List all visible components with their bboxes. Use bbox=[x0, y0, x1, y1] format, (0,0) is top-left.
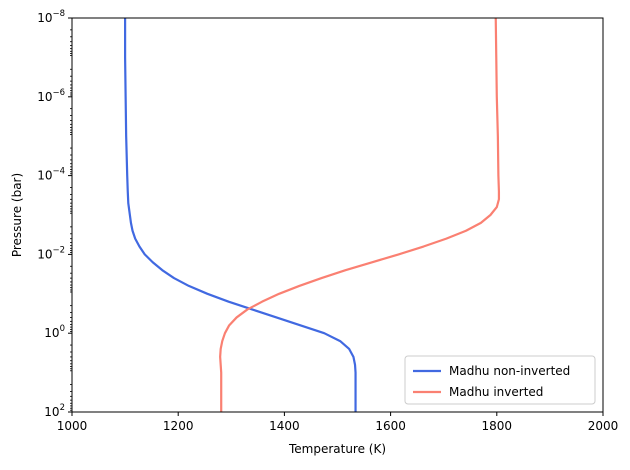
x-tick-label: 2000 bbox=[588, 419, 619, 433]
x-tick-label: 1200 bbox=[163, 419, 194, 433]
series-layer bbox=[124, 18, 501, 412]
y-tick-exponent: 2 bbox=[60, 403, 65, 413]
y-tick-exponent: −8 bbox=[52, 9, 65, 19]
y-tick-exponent: −4 bbox=[52, 167, 65, 177]
y-tick-base: 10 bbox=[37, 90, 52, 104]
x-tick-label: 1000 bbox=[57, 419, 88, 433]
y-tick-base: 10 bbox=[37, 169, 52, 183]
y-tick-label: 10−2 bbox=[37, 245, 65, 261]
y-tick-label: 10−8 bbox=[37, 9, 65, 25]
legend-box bbox=[404, 355, 596, 405]
legend-label: Madhu non-inverted bbox=[449, 364, 570, 378]
y-tick-exponent: −2 bbox=[52, 245, 65, 255]
y-tick-base: 10 bbox=[37, 11, 52, 25]
series-line-1 bbox=[124, 18, 357, 412]
x-tick-label: 1800 bbox=[482, 419, 513, 433]
y-tick-base: 10 bbox=[37, 247, 52, 261]
y-tick-label: 100 bbox=[44, 324, 65, 340]
y-tick-label: 10−4 bbox=[37, 167, 65, 183]
y-tick-exponent: 0 bbox=[60, 324, 65, 334]
legend: Madhu non-inverted Madhu inverted bbox=[404, 355, 596, 405]
series-line-2 bbox=[219, 18, 501, 412]
y-axis-label: Pressure (bar) bbox=[10, 173, 24, 257]
y-tick-base: 10 bbox=[44, 326, 59, 340]
axes-frame bbox=[71, 17, 604, 413]
x-axis: 1000 1200 1400 1600 1800 2000 bbox=[57, 412, 619, 433]
legend-label: Madhu inverted bbox=[449, 385, 543, 399]
x-tick-label: 1400 bbox=[269, 419, 300, 433]
x-axis-label: Temperature (K) bbox=[288, 442, 386, 456]
y-tick-base: 10 bbox=[44, 405, 59, 419]
y-tick-label: 102 bbox=[44, 403, 65, 419]
y-tick-exponent: −6 bbox=[52, 88, 65, 98]
y-tick-label: 10−6 bbox=[37, 88, 65, 104]
x-tick-label: 1600 bbox=[375, 419, 406, 433]
